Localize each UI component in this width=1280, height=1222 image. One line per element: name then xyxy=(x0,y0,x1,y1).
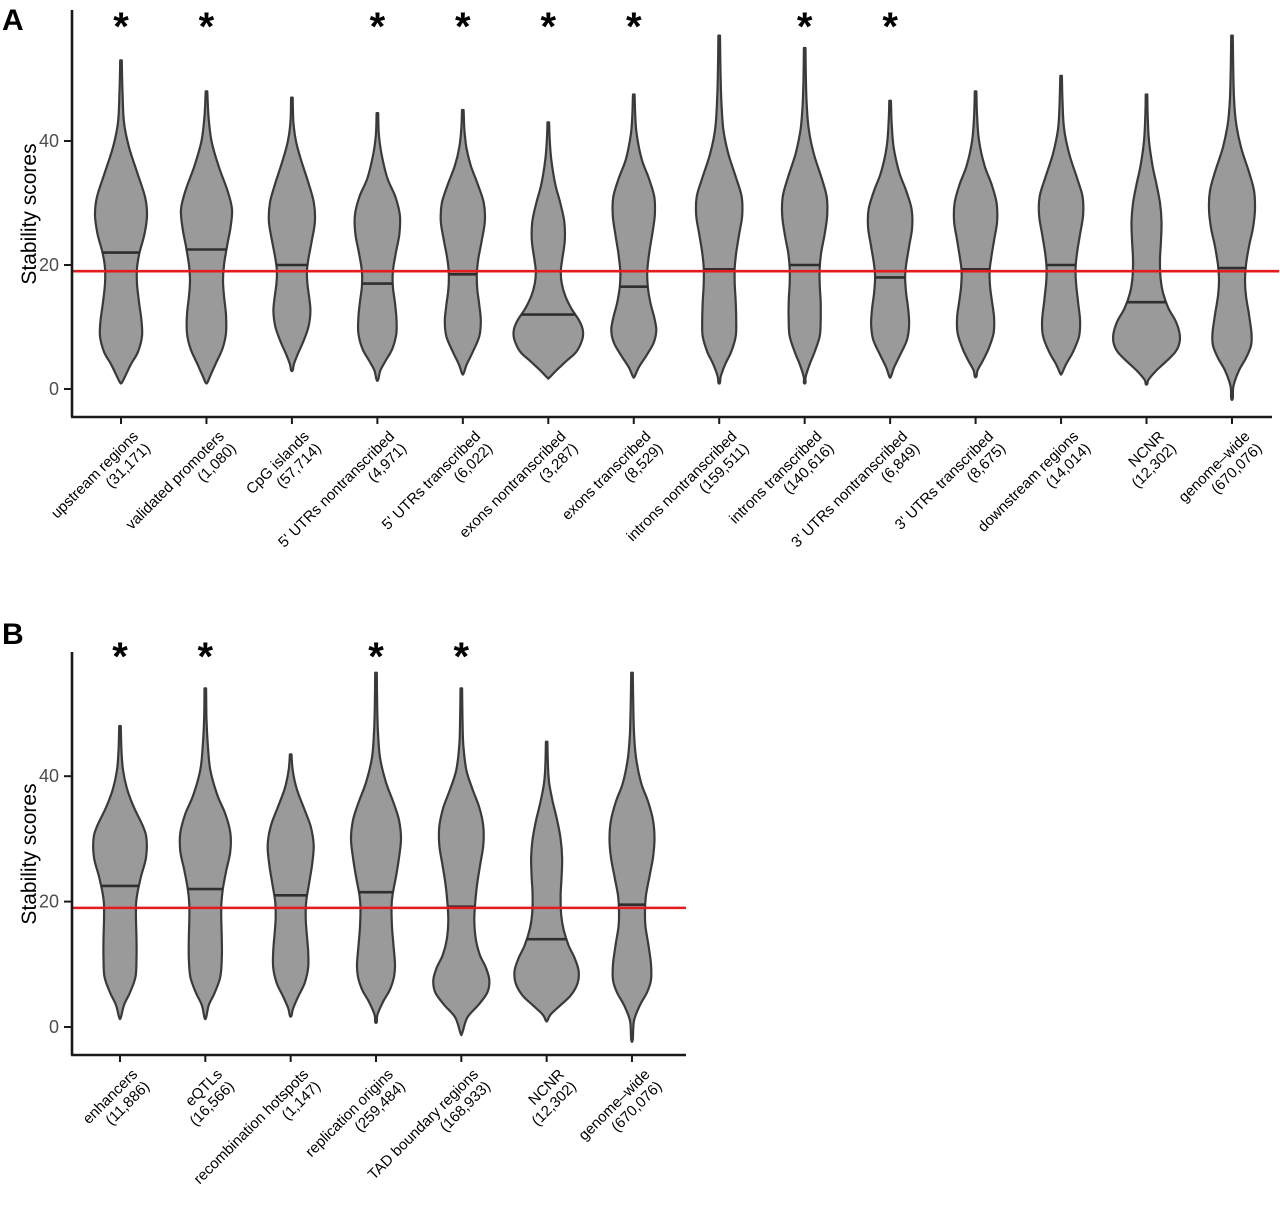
violin-a-introns-nontranscribed xyxy=(694,34,744,385)
violin-a-3-utrs-nontranscribed xyxy=(866,99,914,379)
y-tick-label-a-0: 0 xyxy=(49,379,59,399)
violin-b-enhancers xyxy=(92,724,148,1021)
violin-a-exons-transcribed xyxy=(610,93,658,379)
violin-a-5-utrs-transcribed xyxy=(439,108,487,376)
y-tick-label-a-20: 20 xyxy=(39,255,59,275)
violin-a-exons-nontranscribed xyxy=(512,121,585,380)
significance-asterisk-a-5-utrs-transcribed: * xyxy=(455,5,471,49)
violin-a-genome-wide xyxy=(1207,34,1257,401)
significance-asterisk-a-5-utrs-nontranscribed: * xyxy=(370,5,386,49)
significance-asterisk-b-enhancers: * xyxy=(112,635,128,679)
violin-a-introns-transcribed xyxy=(780,46,829,385)
y-tick-label-b-40: 40 xyxy=(39,766,59,786)
significance-asterisk-a-exons-nontranscribed: * xyxy=(541,5,557,49)
violin-b-eqtls xyxy=(178,687,232,1021)
violin-b-tad-boundary-regions xyxy=(432,687,491,1037)
violin-a-downstream-regions xyxy=(1037,74,1085,376)
violin-a-cpg-islands xyxy=(267,96,317,373)
violin-b-replication-origins xyxy=(349,671,403,1024)
y-tick-label-a-40: 40 xyxy=(39,131,59,151)
panel-b-letter: B xyxy=(2,618,24,651)
significance-asterisk-a-3-utrs-nontranscribed: * xyxy=(882,5,898,49)
panel-a-y-axis-title: Stability scores xyxy=(18,143,41,285)
violin-a-upstream-regions xyxy=(93,59,149,385)
significance-asterisk-b-tad-boundary-regions: * xyxy=(454,635,470,679)
significance-asterisk-b-eqtls: * xyxy=(198,635,214,679)
violin-a-validated-promoters xyxy=(179,90,234,385)
significance-asterisk-b-replication-origins: * xyxy=(368,635,384,679)
significance-asterisk-a-upstream-regions: * xyxy=(113,5,129,49)
panel-a-letter: A xyxy=(2,4,24,37)
y-tick-label-b-0: 0 xyxy=(49,1017,59,1037)
violin-b-genome-wide xyxy=(608,671,656,1043)
y-tick-label-b-20: 20 xyxy=(39,892,59,912)
violin-b-recombination-hotspots xyxy=(266,753,315,1018)
panel-a: * * * * * * * * 0 20 40 xyxy=(39,5,1279,424)
significance-asterisk-a-validated-promoters: * xyxy=(199,5,215,49)
significance-asterisk-a-introns-transcribed: * xyxy=(797,5,813,49)
violin-a-3-utrs-transcribed xyxy=(952,90,999,379)
violin-a-ncnr xyxy=(1111,93,1182,386)
panel-b-y-axis-title: Stability scores xyxy=(18,783,41,925)
violin-a-5-utrs-nontranscribed xyxy=(353,112,402,382)
significance-asterisk-a-exons-transcribed: * xyxy=(626,5,642,49)
violin-b-ncnr xyxy=(513,740,580,1023)
panel-b: * * * * 0 20 40 xyxy=(39,635,686,1062)
